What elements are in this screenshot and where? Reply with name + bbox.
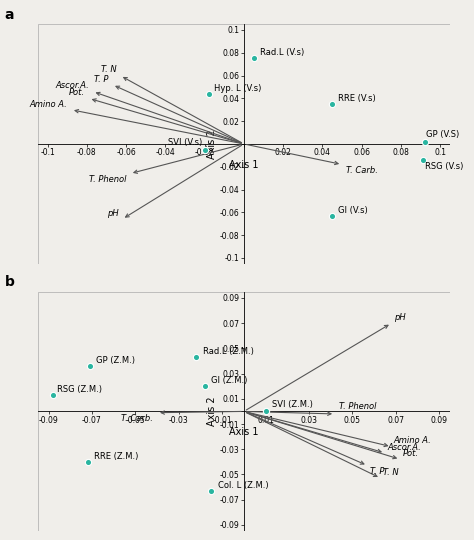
Text: Col. L (Z.M.): Col. L (Z.M.) xyxy=(218,481,268,490)
Text: pH: pH xyxy=(107,209,118,218)
Text: RSG (V.s): RSG (V.s) xyxy=(425,162,463,171)
Text: T. Phenol: T. Phenol xyxy=(339,402,377,411)
Text: T. Carb.: T. Carb. xyxy=(121,414,153,423)
Text: Pot.: Pot. xyxy=(69,88,85,97)
Y-axis label: Axis 2: Axis 2 xyxy=(207,129,217,159)
Text: Ascor.A.: Ascor.A. xyxy=(387,443,421,452)
Text: T. P: T. P xyxy=(370,467,384,476)
Text: T. Phenol: T. Phenol xyxy=(89,175,126,184)
Text: Hyp. L (V.s): Hyp. L (V.s) xyxy=(214,84,262,93)
Text: Rad.L (V.s): Rad.L (V.s) xyxy=(260,48,304,57)
Text: Ascor.A.: Ascor.A. xyxy=(55,82,89,90)
Text: GI (Z.M.): GI (Z.M.) xyxy=(211,376,248,385)
Text: a: a xyxy=(5,8,14,22)
Text: SVI (V.s): SVI (V.s) xyxy=(168,138,203,147)
Text: SVI (Z.M.): SVI (Z.M.) xyxy=(272,400,313,409)
Text: T. P: T. P xyxy=(94,75,109,84)
Text: b: b xyxy=(5,275,15,289)
Text: Pot.: Pot. xyxy=(402,449,418,458)
Text: Amino A.: Amino A. xyxy=(393,436,431,446)
Text: GI (V.s): GI (V.s) xyxy=(338,206,368,214)
Text: RRE (V.s): RRE (V.s) xyxy=(338,94,376,103)
X-axis label: Axis 1: Axis 1 xyxy=(229,427,259,437)
Y-axis label: Axis 2: Axis 2 xyxy=(207,396,217,426)
Text: Rad.L (Z.M.): Rad.L (Z.M.) xyxy=(203,347,254,356)
Text: RSG (Z.M.): RSG (Z.M.) xyxy=(57,385,102,394)
Text: GP (Z.M.): GP (Z.M.) xyxy=(96,356,135,365)
Text: T. N: T. N xyxy=(100,65,116,75)
Text: T. N: T. N xyxy=(383,468,398,477)
X-axis label: Axis 1: Axis 1 xyxy=(229,160,259,170)
Text: Amino A.: Amino A. xyxy=(29,99,67,109)
Text: RRE (Z.M.): RRE (Z.M.) xyxy=(94,451,138,461)
Text: pH: pH xyxy=(393,313,405,322)
Text: T. Carb.: T. Carb. xyxy=(346,166,378,174)
Text: GP (V.S): GP (V.S) xyxy=(427,130,460,139)
